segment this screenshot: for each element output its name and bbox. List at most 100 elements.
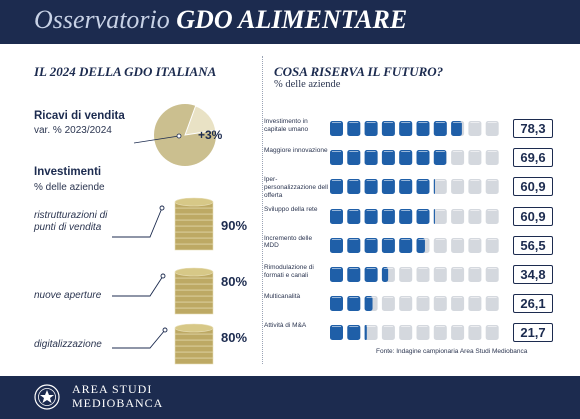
- investment-value-digitalizzazione: 80%: [221, 330, 248, 345]
- investment-label-aperture: nuove aperture: [34, 290, 102, 301]
- coin-stack-icon: [174, 197, 214, 251]
- row-label: Incremento delle MDD: [264, 234, 313, 250]
- row-value: 56,5: [513, 235, 553, 255]
- bar-cell-empty: [451, 267, 465, 282]
- bar-cell-filled: [364, 179, 378, 195]
- bar-cell-empty: [485, 325, 499, 341]
- bar-cell-filled: [347, 325, 361, 341]
- bar-cell-filled: [364, 208, 378, 224]
- bar-cell-filled: [433, 121, 447, 136]
- bar-cell-empty: [451, 179, 465, 195]
- right-section-title: COSA RISERVA IL FUTURO?: [274, 64, 444, 79]
- bar-cell-filled: [330, 150, 343, 166]
- bar-cell-filled: [381, 179, 395, 195]
- footer-line2: MEDIOBANCA: [72, 396, 164, 410]
- row-label: Rimodulazione di formati e canali: [264, 264, 314, 279]
- revenue-label: Ricavi di vendita: [34, 110, 125, 122]
- bar-cell-filled: [416, 150, 430, 166]
- bar-cell-empty: [451, 296, 465, 312]
- row-bars: [330, 208, 499, 224]
- bar-cell-filled: [347, 208, 361, 224]
- row-bars: [330, 121, 499, 136]
- bar-cell-filled: [399, 179, 413, 195]
- bar-cell-filled: [381, 150, 395, 166]
- bar-cell-empty: [485, 179, 499, 195]
- row-label: Maggiore innovazione: [264, 147, 328, 155]
- page-title: Osservatorio GDO ALIMENTARE: [34, 5, 407, 35]
- bar-cell-filled: [416, 121, 430, 136]
- coin-top: [174, 267, 214, 277]
- left-section-title: IL 2024 DELLA GDO ITALIANA: [34, 64, 217, 79]
- coin-top: [174, 323, 214, 333]
- bar-cell-filled: [399, 208, 413, 224]
- row-bars: [330, 179, 499, 195]
- mediobanca-seal-icon: [34, 384, 60, 410]
- investment-label-ristrutturazioni: ristrutturazioni di punti di vendita: [34, 210, 108, 233]
- bar-cell-filled: [347, 267, 361, 282]
- row-label: Multicanalità: [264, 293, 301, 301]
- bar-cell-empty: [468, 237, 482, 253]
- bar-cell-empty: [485, 150, 499, 166]
- bar-cell-filled: [416, 179, 430, 195]
- row-label: Attività di M&A: [264, 322, 307, 330]
- revenue-pie-chart: [133, 104, 217, 166]
- bar-cell-filled: [364, 237, 378, 253]
- bar-cell-empty: [433, 325, 447, 341]
- section-divider: [262, 56, 263, 364]
- bar-cell-empty: [416, 267, 430, 282]
- bar-cell-empty: [399, 267, 413, 282]
- bar-cell-filled: [347, 150, 361, 166]
- bar-cell-filled: [364, 267, 378, 282]
- row-bars: [330, 267, 499, 282]
- row-bars: [330, 237, 499, 253]
- coin-stack-icon: [174, 267, 214, 315]
- row-bars: [330, 150, 499, 166]
- title-part1: Osservatorio: [34, 5, 170, 34]
- bar-cell-filled: [381, 208, 395, 224]
- bar-cell-empty: [468, 121, 482, 136]
- bar-cell-empty: [468, 208, 482, 224]
- footer-line1: AREA STUDI: [72, 382, 153, 396]
- bar-cell-empty: [433, 296, 447, 312]
- bar-cell-empty: [364, 325, 378, 341]
- investments-sub: % delle aziende: [34, 182, 105, 193]
- bar-cell-empty: [451, 208, 465, 224]
- row-value: 60,9: [513, 206, 553, 226]
- row-bars: [330, 325, 499, 341]
- row-value: 60,9: [513, 177, 553, 197]
- bar-cell-filled: [347, 179, 361, 195]
- footer-banner: AREA STUDI MEDIOBANCA: [0, 376, 580, 419]
- bar-cell-filled: [347, 237, 361, 253]
- row-label: Iper-personalizzazione dell offerta: [264, 176, 328, 199]
- bar-cell-empty: [381, 296, 395, 312]
- row-label: Sviluppo della rete: [264, 205, 318, 213]
- row-bars: [330, 296, 499, 312]
- investments-label: Investimenti: [34, 166, 102, 178]
- row-label: Investimento in capitale umano: [264, 118, 309, 133]
- row-value: 21,7: [513, 323, 553, 343]
- coin-top: [174, 197, 214, 207]
- connector-lines: [112, 205, 168, 349]
- bar-cell-filled: [347, 296, 361, 312]
- pie-slice: [184, 105, 217, 136]
- bar-cell-empty: [485, 121, 499, 136]
- bar-cell-empty: [485, 267, 499, 282]
- bar-cell-filled: [364, 296, 373, 312]
- bar-cell-filled: [330, 179, 343, 195]
- bar-cell-filled: [330, 237, 343, 253]
- bar-cell-empty: [433, 237, 447, 253]
- row-value: 34,8: [513, 265, 553, 284]
- bar-cell-filled: [399, 121, 413, 136]
- source-note: Fonte: Indagine campionaria Area Studi M…: [376, 348, 528, 355]
- row-value: 69,6: [513, 148, 553, 168]
- footer-brand: AREA STUDI MEDIOBANCA: [72, 382, 163, 410]
- bar-cell-filled: [330, 325, 343, 341]
- bar-cell-filled: [330, 121, 343, 136]
- bar-cell-filled: [330, 296, 343, 312]
- bar-cell-empty: [416, 296, 430, 312]
- bar-cell-empty: [451, 237, 465, 253]
- bar-cell-filled: [381, 237, 395, 253]
- row-value: 78,3: [513, 119, 553, 138]
- bar-cell-empty: [416, 325, 430, 341]
- bar-cell-empty: [485, 296, 499, 312]
